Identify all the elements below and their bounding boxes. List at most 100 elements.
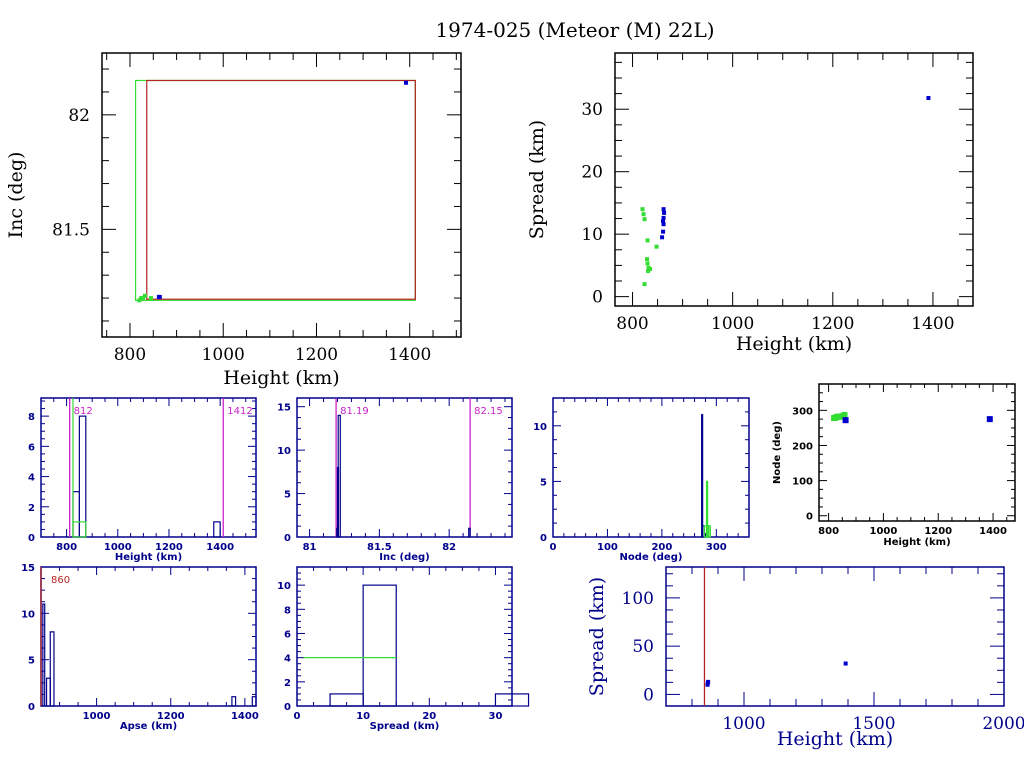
max-marker-label: 82.15 <box>474 406 503 417</box>
histogram-bar <box>337 414 341 538</box>
x-axis-label: Height (km) <box>223 367 339 389</box>
data-point <box>645 238 650 243</box>
ticks <box>819 383 1015 521</box>
ticks <box>552 397 750 538</box>
navy-histogram <box>336 414 471 538</box>
x-axis-label: Spread (km) <box>370 721 440 732</box>
panel-spread-vs-height-wide: 1000 1500 2000 0 50 100 Height (km) Spread (km) <box>586 566 1024 750</box>
y-tick-label: 200 <box>792 441 813 452</box>
histogram-bar <box>231 696 237 707</box>
plot-frame <box>818 383 1016 522</box>
plot-frame <box>40 397 257 538</box>
y-tick-label: 300 <box>792 406 813 417</box>
data-point <box>642 282 647 287</box>
data-point <box>141 296 146 301</box>
data-point <box>648 267 653 272</box>
x-tick-label: 20 <box>422 711 436 722</box>
data-point <box>654 244 659 249</box>
plot-frame <box>614 52 974 307</box>
y-tick-label: 81.5 <box>52 220 90 240</box>
green-histogram <box>72 398 87 538</box>
y-tick-label: 5 <box>28 656 35 667</box>
y-tick-label: 8 <box>28 412 35 423</box>
data-point <box>926 95 931 100</box>
navy-histogram <box>42 603 257 707</box>
x-axis-label: Node (deg) <box>620 552 683 563</box>
data-point <box>662 210 667 215</box>
histogram-bar <box>494 693 530 707</box>
figure-title: 1974-025 (Meteor (M) 22L) <box>435 18 714 42</box>
y-tick-label: 10 <box>581 225 603 245</box>
ticks <box>102 53 461 337</box>
y-tick-label: 6 <box>28 442 35 453</box>
ticks <box>296 566 513 707</box>
x-tick-label: 300 <box>706 542 727 553</box>
x-tick-label: 1400 <box>911 314 954 334</box>
panel-node-vs-height: 800 1000 1200 1400 0 100 200 300 Height (km) Node… <box>772 383 1016 548</box>
data-point <box>137 298 142 303</box>
x-tick-label: 800 <box>114 345 146 365</box>
x-tick-label: 1400 <box>979 526 1007 537</box>
x-tick-label: 800 <box>56 542 77 553</box>
y-tick-label: 4 <box>28 473 35 484</box>
plot-frame <box>40 566 257 707</box>
green-histogram <box>703 480 711 538</box>
data-point <box>842 417 849 424</box>
data-point <box>661 215 666 220</box>
data-point <box>661 222 666 227</box>
y-tick-label: 0 <box>643 685 654 705</box>
ticks <box>615 53 973 306</box>
x-tick-label: 81.5 <box>367 542 392 553</box>
y-tick-label: 0 <box>284 533 291 544</box>
data-point <box>640 207 645 212</box>
histogram-bar <box>78 415 87 538</box>
green-points <box>831 411 848 422</box>
x-axis-label: Height (km) <box>883 537 950 548</box>
histogram-bar <box>701 414 704 538</box>
navy-histogram <box>329 584 530 707</box>
y-tick-label: 50 <box>632 637 654 657</box>
plot-frame <box>552 397 750 538</box>
blue-points <box>705 661 848 687</box>
histogram-bar <box>468 527 471 538</box>
data-point <box>646 269 651 274</box>
data-point <box>148 296 153 301</box>
ticks <box>297 398 512 538</box>
y-axis-label: Node (deg) <box>772 421 783 484</box>
data-point <box>142 293 147 298</box>
data-point <box>641 212 646 217</box>
x-axis-label: Height (km) <box>777 728 893 750</box>
green-points <box>640 207 659 287</box>
x-tick-label: 1200 <box>811 314 854 334</box>
x-tick-label: 100 <box>597 542 618 553</box>
data-point <box>661 229 666 234</box>
y-tick-label: 100 <box>622 589 654 609</box>
y-tick-label: 20 <box>581 163 603 183</box>
blue-points <box>156 80 408 299</box>
y-tick-label: 82 <box>68 106 90 126</box>
red-range-box <box>146 79 416 300</box>
y-tick-label: 15 <box>21 563 35 574</box>
x-tick-label: 1500 <box>852 714 895 734</box>
green-points <box>137 293 153 303</box>
data-point <box>986 416 993 423</box>
y-axis-label: Spread (km) <box>586 577 608 696</box>
x-axis-label: Apse (km) <box>120 721 177 732</box>
y-tick-label: 6 <box>284 629 291 640</box>
data-point <box>403 80 408 85</box>
x-tick-label: 82 <box>442 542 456 553</box>
x-axis-label: Inc (deg) <box>379 552 430 563</box>
min-marker-label: 81.19 <box>340 406 369 417</box>
y-tick-label: 5 <box>540 477 547 488</box>
y-tick-label: 10 <box>277 446 291 457</box>
x-tick-label: 1000 <box>869 526 897 537</box>
x-tick-label: 30 <box>489 711 503 722</box>
data-point <box>157 294 162 299</box>
x-axis-label: Height (km) <box>115 552 182 563</box>
x-tick-label: 1000 <box>104 542 132 553</box>
y-tick-label: 8 <box>284 605 291 616</box>
plot-frame <box>101 52 462 338</box>
x-tick-label: 800 <box>818 526 839 537</box>
